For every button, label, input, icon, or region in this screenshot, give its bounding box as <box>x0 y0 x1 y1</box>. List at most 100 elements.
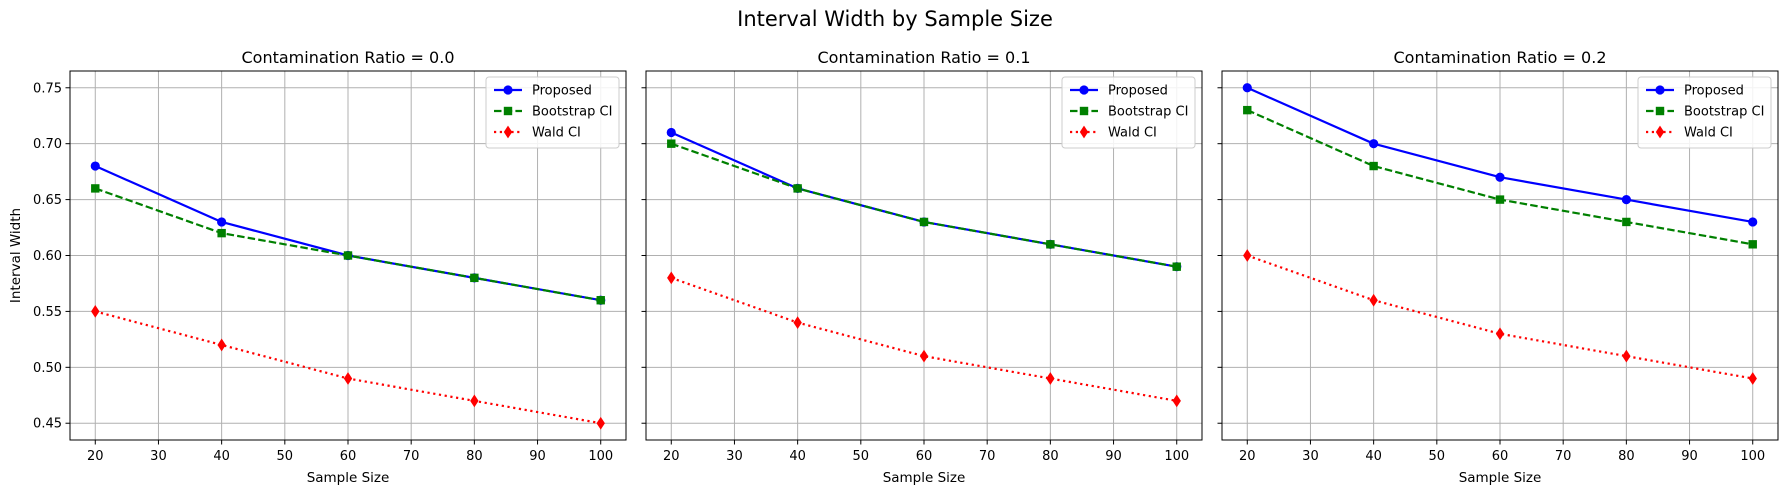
x-tick-label: 90 <box>529 449 546 464</box>
data-point-wald <box>1622 349 1631 363</box>
series-line-wald <box>670 276 1177 402</box>
legend-marker-bootstrap <box>1079 106 1089 116</box>
series-line-bootstrap <box>670 142 1177 268</box>
data-point-bootstrap <box>470 273 479 283</box>
subplots: 20 30 40 50 60 70 80 90 100 0.45 0.50 0.55 0.60 0.65 0… <box>8 48 1779 486</box>
y-tick-label: 0.75 <box>33 81 62 96</box>
data-point-bootstrap <box>343 251 353 260</box>
legend-label: Proposed <box>1684 84 1744 99</box>
x-tick-label: 50 <box>1429 449 1446 464</box>
data-point-wald <box>1172 394 1181 408</box>
data-point-wald <box>217 338 226 352</box>
x-tick-label: 70 <box>1555 449 1572 464</box>
legend-marker-wald <box>1655 125 1665 139</box>
legend-marker-wald <box>1079 125 1089 139</box>
x-tick-label: 50 <box>853 449 870 464</box>
x-tick-label: 60 <box>916 449 933 464</box>
series-line-wald <box>1246 254 1753 380</box>
data-point-bootstrap <box>1172 262 1181 271</box>
data-point-bootstrap <box>793 184 802 193</box>
data-point-bootstrap <box>1369 161 1378 171</box>
figure-suptitle: Interval Width by Sample Size <box>737 7 1053 31</box>
x-tick-label: 80 <box>466 449 483 464</box>
x-tick-label: 100 <box>1164 449 1189 464</box>
legend-marker-wald <box>503 125 513 139</box>
x-tick-label: 90 <box>1681 449 1698 464</box>
y-tick-label: 0.60 <box>33 249 62 264</box>
y-tick-label: 0.65 <box>33 193 62 208</box>
subplot-1: 20 30 40 50 60 70 80 90 100 0.45 0.50 0.55 0.60 0.65 0… <box>8 48 627 486</box>
x-tick-label: 100 <box>1740 449 1765 464</box>
y-axis-label: Interval Width <box>8 208 24 303</box>
x-tick-label: 60 <box>340 449 357 464</box>
x-tick-label: 30 <box>726 449 743 464</box>
data-point-proposed <box>666 127 676 138</box>
data-point-proposed <box>1495 172 1505 182</box>
x-tick-label: 30 <box>1302 449 1319 464</box>
y-tick-label: 0.45 <box>33 417 62 432</box>
legend-marker-bootstrap <box>1655 106 1665 116</box>
data-point-proposed <box>1242 83 1252 93</box>
legend-label: Proposed <box>532 84 592 99</box>
x-tick-label: 40 <box>1365 449 1382 464</box>
x-tick-label: 20 <box>663 449 680 464</box>
data-point-bootstrap <box>1748 240 1757 249</box>
legend-label: Bootstrap CI <box>1108 105 1188 120</box>
x-tick-label: 40 <box>789 449 806 464</box>
data-point-bootstrap <box>667 139 676 148</box>
data-point-bootstrap <box>1622 217 1631 227</box>
data-point-bootstrap <box>91 184 100 193</box>
x-tick-label: 70 <box>979 449 996 464</box>
legend-label: Proposed <box>1108 84 1168 99</box>
data-point-proposed <box>1369 139 1379 149</box>
subplot-title: Contamination Ratio = 0.1 <box>818 48 1031 67</box>
data-point-bootstrap <box>1046 240 1055 249</box>
data-point-wald <box>919 349 929 363</box>
legend: Proposed Bootstrap CI Wald CI <box>485 76 620 149</box>
data-point-wald <box>91 305 100 318</box>
legend-box <box>1061 76 1196 149</box>
data-point-proposed <box>90 161 100 171</box>
x-tick-label: 100 <box>588 449 613 464</box>
data-point-wald <box>1046 372 1055 385</box>
data-point-bootstrap <box>1243 105 1252 115</box>
y-tick-label: 0.50 <box>33 361 62 376</box>
subplot-title: Contamination Ratio = 0.2 <box>1394 48 1607 67</box>
legend-marker-proposed <box>1079 85 1089 95</box>
x-axis-label: Sample Size <box>307 470 390 486</box>
subplot-title: Contamination Ratio = 0.0 <box>242 48 455 67</box>
legend-label: Bootstrap CI <box>532 105 612 120</box>
x-tick-label: 90 <box>1105 449 1122 464</box>
legend-marker-bootstrap <box>503 106 513 116</box>
legend-box <box>1637 76 1772 149</box>
legend-label: Wald CI <box>532 126 581 141</box>
data-point-wald <box>1495 327 1505 341</box>
data-point-bootstrap <box>1495 195 1505 204</box>
data-point-wald <box>1243 249 1252 262</box>
x-tick-label: 80 <box>1042 449 1059 464</box>
x-tick-label: 20 <box>87 449 104 464</box>
x-tick-label: 20 <box>1239 449 1256 464</box>
legend-label: Wald CI <box>1108 126 1157 141</box>
legend-label: Bootstrap CI <box>1684 105 1764 120</box>
data-point-wald <box>793 316 802 329</box>
legend-marker-proposed <box>503 85 513 95</box>
data-point-proposed <box>217 217 227 227</box>
x-axis-label: Sample Size <box>883 470 966 486</box>
x-tick-label: 60 <box>1492 449 1509 464</box>
data-point-wald <box>1748 372 1757 385</box>
y-tick-label: 0.70 <box>33 137 62 152</box>
data-point-wald <box>470 394 479 408</box>
x-tick-label: 80 <box>1618 449 1635 464</box>
x-tick-label: 40 <box>213 449 230 464</box>
x-tick-label: 70 <box>403 449 420 464</box>
data-point-wald <box>343 372 353 385</box>
legend: Proposed Bootstrap CI Wald CI <box>1637 76 1772 149</box>
legend-box <box>485 76 620 149</box>
data-point-wald <box>596 416 605 430</box>
x-axis-label: Sample Size <box>1459 470 1542 486</box>
subplot-3: 20 30 40 50 60 70 80 90 100 Contamination Ratio =… <box>1217 48 1779 486</box>
x-tick-label: 50 <box>277 449 294 464</box>
data-point-bootstrap <box>217 228 226 238</box>
